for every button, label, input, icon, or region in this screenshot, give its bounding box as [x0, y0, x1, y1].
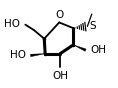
Polygon shape	[30, 54, 45, 57]
Text: OH: OH	[53, 71, 69, 81]
Polygon shape	[73, 45, 86, 51]
Text: S: S	[90, 21, 96, 31]
Text: OH: OH	[91, 45, 106, 55]
Text: HO: HO	[10, 50, 26, 60]
Text: HO: HO	[4, 19, 20, 29]
Text: O: O	[55, 10, 63, 20]
